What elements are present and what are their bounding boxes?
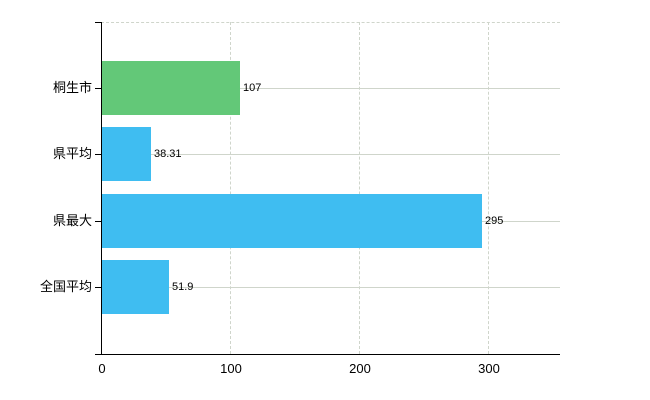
y-axis-tick bbox=[95, 221, 101, 222]
y-axis-tick bbox=[95, 287, 101, 288]
bar-3 bbox=[102, 260, 169, 314]
y-axis-line bbox=[101, 22, 102, 355]
bar-1 bbox=[102, 127, 151, 181]
y-axis-tick bbox=[95, 154, 101, 155]
x-gridline bbox=[359, 22, 360, 354]
bar-0 bbox=[102, 61, 240, 115]
category-label: 全国平均 bbox=[39, 279, 92, 294]
bar-2 bbox=[102, 194, 482, 248]
bar-value-label: 51.9 bbox=[172, 281, 194, 293]
x-axis-tick-label: 0 bbox=[98, 361, 106, 376]
category-label: 桐生市 bbox=[52, 80, 92, 95]
x-gridline bbox=[488, 22, 489, 354]
y-axis-tick bbox=[95, 22, 101, 23]
x-axis-line bbox=[95, 354, 560, 355]
category-gridline bbox=[102, 88, 560, 89]
x-axis-tick-label: 300 bbox=[478, 361, 500, 376]
x-axis-tick-label: 100 bbox=[220, 361, 242, 376]
x-axis-tick-label: 200 bbox=[349, 361, 371, 376]
bar-value-label: 38.31 bbox=[154, 148, 182, 160]
y-axis-tick bbox=[95, 88, 101, 89]
bar-value-label: 295 bbox=[485, 215, 504, 227]
category-label: 県平均 bbox=[52, 146, 92, 161]
category-gridline bbox=[102, 154, 560, 155]
category-gridline bbox=[102, 287, 560, 288]
bar-value-label: 107 bbox=[243, 82, 262, 94]
category-label: 県最大 bbox=[52, 213, 92, 228]
x-gridline bbox=[230, 22, 231, 354]
plot-top-border bbox=[101, 22, 560, 23]
